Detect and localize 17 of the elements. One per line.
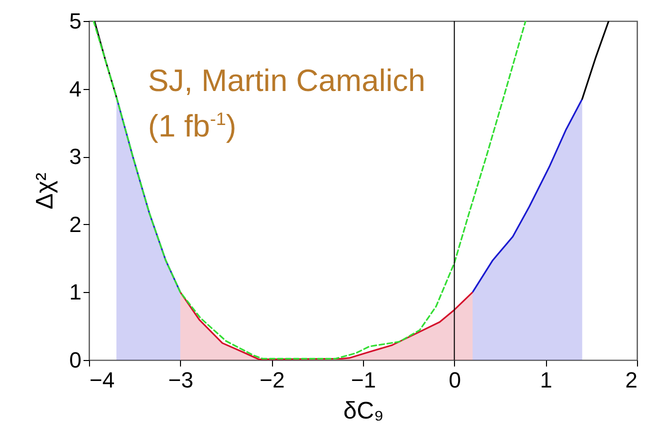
y-tick-label: 1 xyxy=(69,280,82,305)
x-tick-label: 0 xyxy=(448,368,461,392)
annotation: SJ, Martin Camalich xyxy=(148,63,426,98)
annotation: (1 fb$^{-1}$) xyxy=(148,108,236,144)
x-axis-title: δC₉ xyxy=(343,398,384,424)
x-tick-label: −1 xyxy=(350,368,376,392)
x-tick-label: 1 xyxy=(540,368,552,392)
y-axis-title: Δχ² xyxy=(31,172,58,210)
x-tick-label: −3 xyxy=(168,368,194,392)
x-tick-label: −4 xyxy=(90,368,115,392)
y-tick-label: 5 xyxy=(69,8,82,34)
y-tick-label: 3 xyxy=(69,144,82,170)
y-tick-label: 4 xyxy=(69,76,82,102)
y-tick-label: 2 xyxy=(69,212,82,237)
y-tick-label: 0 xyxy=(69,348,82,372)
x-tick-label: 2 xyxy=(625,368,638,392)
x-tick-label: −2 xyxy=(260,368,285,392)
